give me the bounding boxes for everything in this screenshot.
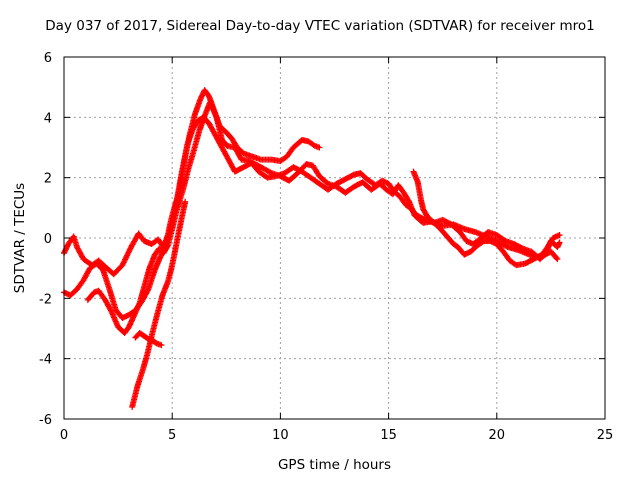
x-tick-label: 5 [168,428,176,443]
data-point-marker [158,342,165,349]
data-point-marker [182,198,189,205]
axis-ticks: 0 5 10 15 20 25 -6 -4 -2 0 2 4 6 [39,51,613,443]
data-layer [61,87,563,410]
x-tick-label: 20 [489,428,506,443]
series-track-1 [61,87,323,278]
chart-title: Day 037 of 2017, Sidereal Day-to-day VTE… [45,18,595,34]
data-point-marker [554,256,561,263]
x-tick-label: 15 [380,428,397,443]
x-axis-label: GPS time / hours [277,457,392,473]
y-tick-label: -6 [39,413,52,428]
y-tick-label: 2 [44,172,52,187]
series-track-3 [84,99,563,337]
series-track-4 [129,198,189,410]
y-axis-label: SDTVAR / TECUs [12,182,28,294]
series-track-6 [410,168,563,269]
data-point-marker [556,239,563,246]
grid [64,57,605,419]
data-point-marker [556,231,563,238]
data-point-marker [405,197,412,204]
y-tick-label: -4 [39,353,52,368]
y-tick-label: 4 [44,111,52,126]
data-point-marker [316,144,323,151]
x-tick-label: 10 [272,428,289,443]
series-track-5 [132,330,165,349]
y-tick-label: 0 [44,232,52,247]
y-tick-label: -2 [39,292,52,307]
y-tick-label: 6 [44,51,52,66]
x-tick-label: 25 [597,428,614,443]
data-point-marker [164,243,171,250]
x-tick-label: 0 [60,428,68,443]
data-point-marker [107,307,114,314]
data-point-marker [553,255,560,262]
